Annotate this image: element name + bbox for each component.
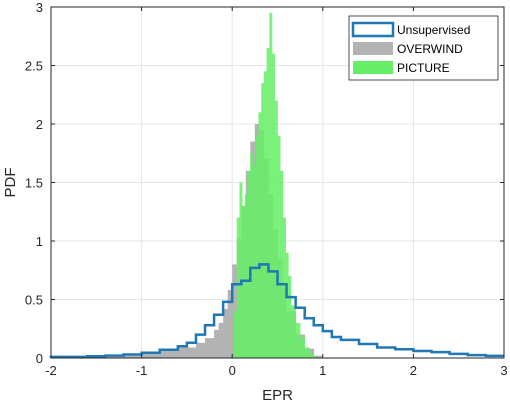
bar xyxy=(244,194,248,358)
series-unsupervised xyxy=(49,263,504,359)
bar xyxy=(263,71,267,358)
legend-swatch-unsupervised xyxy=(351,21,395,38)
bar xyxy=(177,347,197,358)
bar xyxy=(261,83,265,359)
legend-label-overwind: OVERWIND xyxy=(397,42,463,56)
bar xyxy=(214,329,219,358)
legend-swatch-overwind xyxy=(353,42,393,55)
bar xyxy=(266,47,270,358)
bar xyxy=(234,311,238,358)
y-tick-label: 1 xyxy=(36,234,43,249)
y-tick-label: 2.5 xyxy=(25,59,43,74)
bar xyxy=(236,217,240,358)
bar xyxy=(218,322,224,358)
x-tick-label: 3 xyxy=(500,363,507,378)
bar xyxy=(105,356,124,358)
bar xyxy=(313,356,319,358)
bar xyxy=(141,353,161,358)
bar xyxy=(223,308,228,358)
bar xyxy=(274,100,278,358)
bar xyxy=(195,342,206,358)
bar xyxy=(258,112,262,358)
y-tick-label: 2 xyxy=(36,117,43,132)
legend-swatch-picture xyxy=(353,61,393,74)
bar xyxy=(280,170,284,358)
x-tick-label: 0 xyxy=(229,363,236,378)
bar xyxy=(288,276,292,358)
bar xyxy=(282,217,286,358)
bar xyxy=(253,164,257,358)
x-tick-label: 2 xyxy=(410,363,417,378)
bar xyxy=(300,336,305,358)
ticks: -2 -1 0 1 2 3 0 0.5 1 1.5 2 2.5 3 xyxy=(25,0,508,378)
y-tick-label: 1.5 xyxy=(25,176,43,191)
bar xyxy=(227,290,233,358)
bar xyxy=(285,252,289,358)
bar xyxy=(291,305,296,358)
bar xyxy=(269,12,273,358)
x-tick-label: -1 xyxy=(136,363,148,378)
bar xyxy=(255,135,259,358)
bar xyxy=(277,135,281,358)
bar xyxy=(159,350,179,358)
bar xyxy=(239,182,243,358)
bar xyxy=(295,322,301,358)
bar xyxy=(205,338,215,358)
y-tick-label: 0.5 xyxy=(25,293,43,308)
legend: Unsupervised OVERWIND PICTURE xyxy=(348,15,499,81)
bar xyxy=(247,170,251,358)
y-tick-label: 0 xyxy=(36,351,43,366)
bar xyxy=(304,347,310,358)
x-tick-label: -2 xyxy=(45,363,57,378)
y-tick-label: 3 xyxy=(36,0,43,15)
step-line xyxy=(49,263,504,359)
bar xyxy=(250,153,254,358)
bar xyxy=(272,53,276,359)
legend-label-picture: PICTURE xyxy=(397,61,450,75)
bar xyxy=(123,355,142,358)
bar xyxy=(309,353,315,358)
plot-area xyxy=(49,12,504,359)
x-tick-label: 1 xyxy=(319,363,326,378)
x-axis-title: EPR xyxy=(262,387,293,404)
y-axis-title: PDF xyxy=(2,168,19,198)
legend-label-unsupervised: Unsupervised xyxy=(397,23,470,37)
